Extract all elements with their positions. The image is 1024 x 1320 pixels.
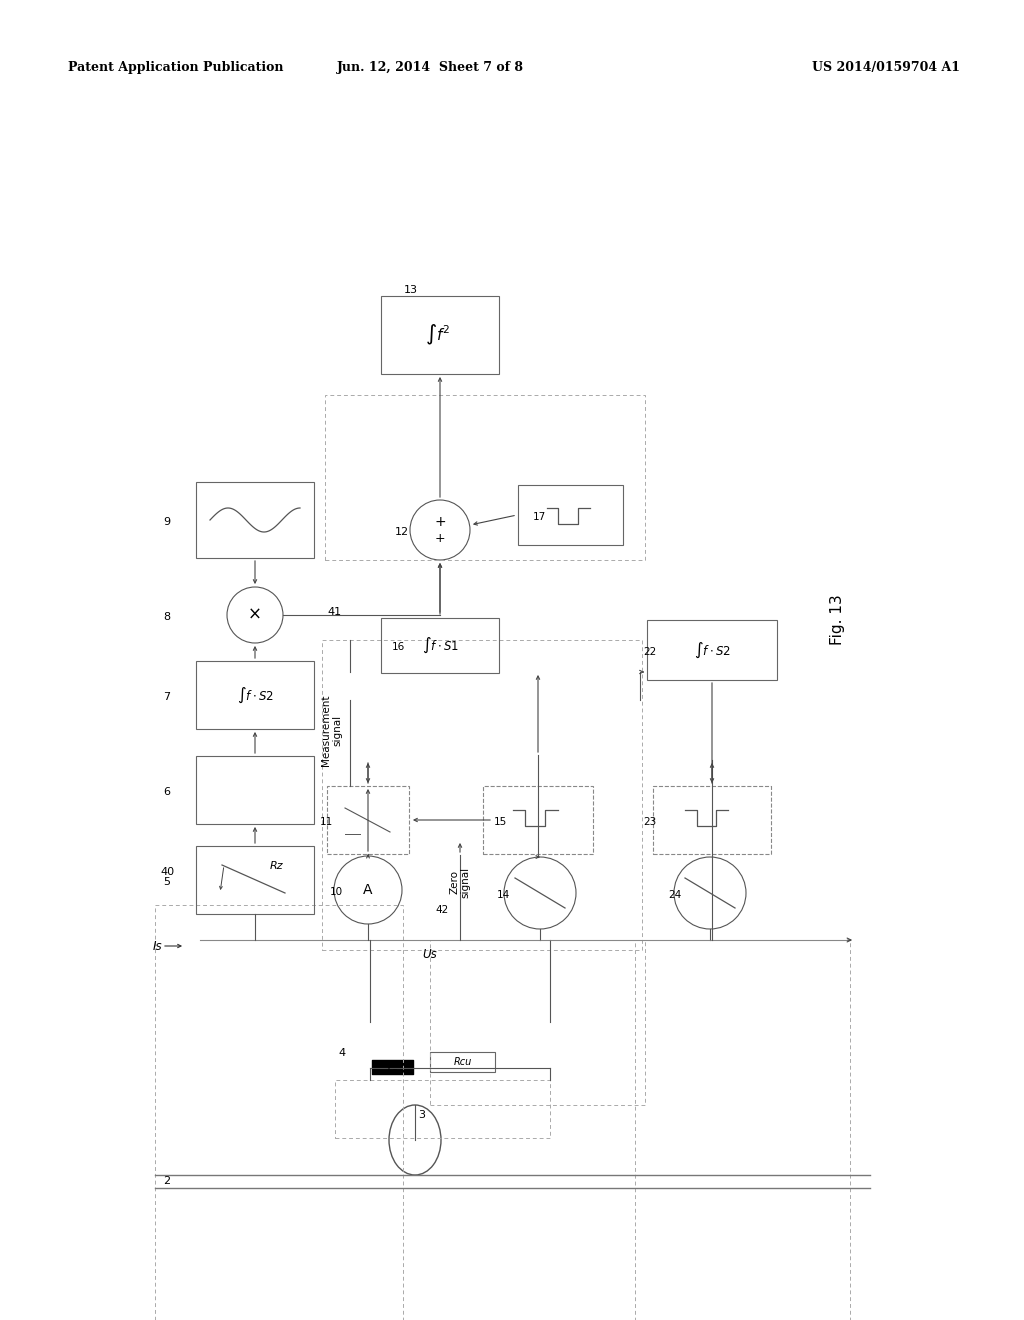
Text: +: + [434, 515, 445, 529]
Text: 3: 3 [418, 1110, 425, 1119]
Text: Us: Us [423, 949, 437, 961]
Text: 11: 11 [319, 817, 333, 828]
Text: Jun. 12, 2014  Sheet 7 of 8: Jun. 12, 2014 Sheet 7 of 8 [337, 62, 523, 74]
Bar [430, 940, 645, 1105]
Text: US 2014/0159704 A1: US 2014/0159704 A1 [812, 62, 961, 74]
Bar [325, 395, 645, 560]
Text: $\int f\cdot S2$: $\int f\cdot S2$ [237, 685, 273, 705]
Bar [430, 1052, 495, 1072]
Text: 41: 41 [327, 607, 341, 616]
Text: 42: 42 [435, 906, 449, 915]
Text: Zero
signal: Zero signal [450, 866, 471, 898]
Text: 23: 23 [643, 817, 656, 828]
Bar [635, 940, 850, 1320]
Text: 10: 10 [330, 887, 343, 898]
Bar [381, 618, 499, 672]
Bar [483, 785, 593, 854]
Bar [155, 906, 403, 1320]
Bar [196, 482, 314, 558]
Text: 17: 17 [534, 512, 546, 521]
Text: 22: 22 [643, 647, 656, 657]
Text: 13: 13 [404, 285, 418, 294]
Text: $\int f\cdot S1$: $\int f\cdot S1$ [422, 635, 459, 655]
Text: Rz: Rz [270, 861, 284, 871]
Bar [327, 785, 409, 854]
Bar [647, 620, 777, 680]
Bar [196, 846, 314, 913]
Text: 7: 7 [163, 692, 170, 702]
Text: Ls: Ls [386, 1067, 397, 1077]
Text: A: A [364, 883, 373, 898]
Text: $\int f^2$: $\int f^2$ [425, 323, 451, 347]
Text: 40: 40 [160, 867, 174, 876]
Bar [335, 1080, 550, 1138]
Text: Is: Is [153, 940, 162, 953]
Bar [653, 785, 771, 854]
Text: +: + [434, 532, 445, 544]
Text: 8: 8 [163, 612, 170, 622]
Text: 2: 2 [163, 1176, 170, 1185]
Text: 16: 16 [392, 642, 406, 652]
Text: 9: 9 [163, 517, 170, 527]
Bar [196, 756, 314, 824]
Bar [381, 296, 499, 374]
Text: 15: 15 [494, 817, 507, 828]
Bar [517, 484, 623, 545]
Text: Patent Application Publication: Patent Application Publication [68, 62, 284, 74]
Text: 14: 14 [497, 890, 510, 900]
Text: 6: 6 [163, 787, 170, 797]
Text: Fig. 13: Fig. 13 [830, 594, 845, 645]
Text: ×: × [248, 606, 262, 624]
Text: 12: 12 [395, 527, 410, 537]
Text: 24: 24 [668, 890, 681, 900]
Text: 4: 4 [338, 1048, 345, 1059]
Text: 5: 5 [163, 876, 170, 887]
Bar [196, 661, 314, 729]
Text: Measurement
signal: Measurement signal [322, 694, 343, 766]
Text: $\int f\cdot S2$: $\int f\cdot S2$ [693, 640, 730, 660]
Bar [322, 640, 642, 950]
Text: Rcu: Rcu [454, 1057, 472, 1067]
